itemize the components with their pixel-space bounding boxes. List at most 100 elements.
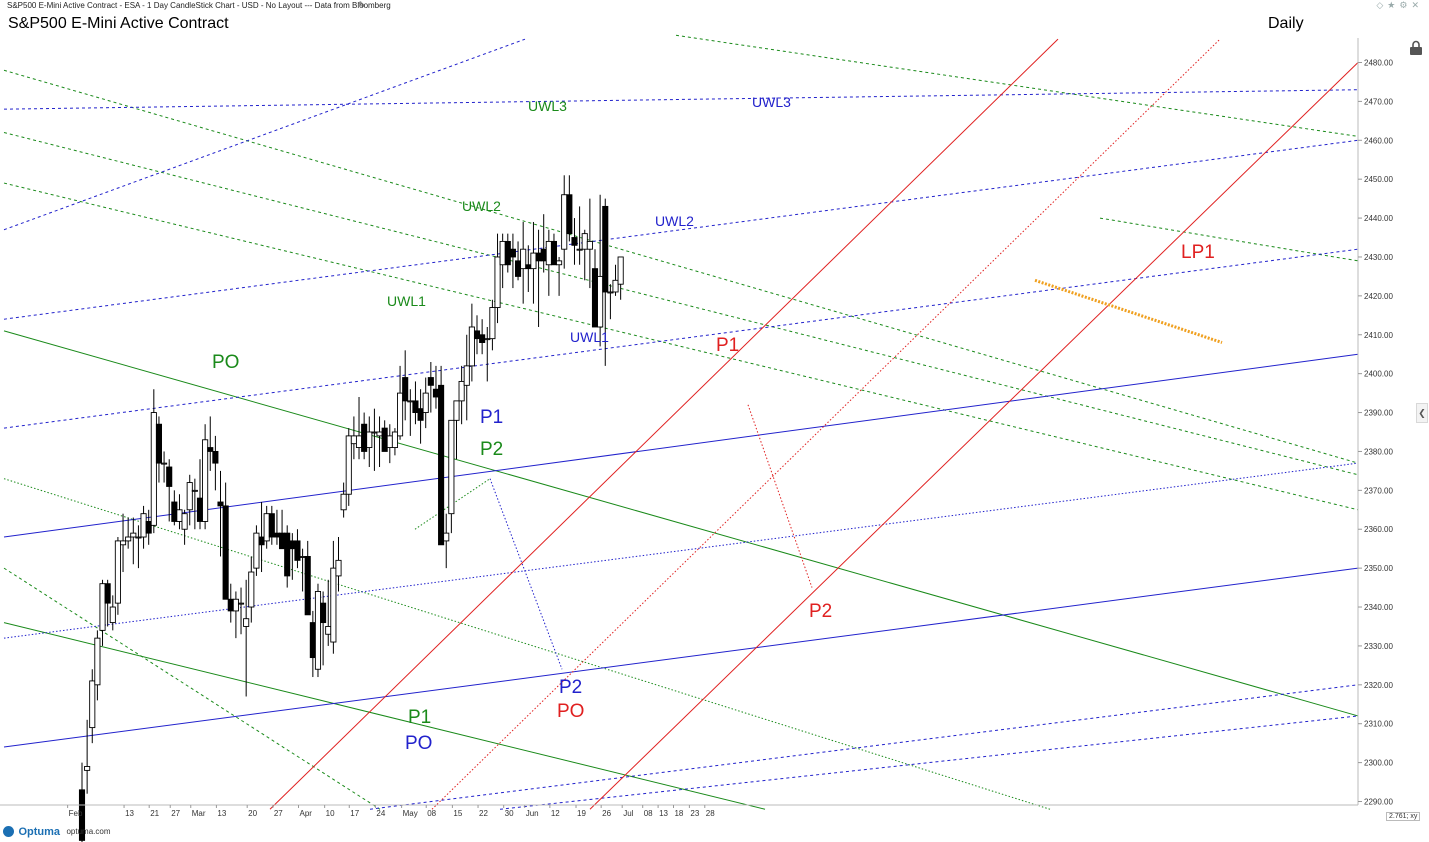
candle [612,264,619,296]
x-tick-label: 26 [602,809,611,818]
candle [504,233,511,273]
scale-readout: 2.761; xy [1386,812,1421,821]
annotations: UWL3 UWL2 UWL1 UWL3 UWL2 UWL1 PO P1 P2 P1 PO P2 PO P1… [212,94,1215,754]
annotation-label: UWL3 [752,94,791,110]
candle-body-down [166,466,173,487]
candle [171,490,178,526]
candle-body-down [279,532,286,550]
candle [217,470,224,557]
candle-body-up [119,540,127,546]
x-tick-label: 08 [644,809,653,818]
x-tick-label: 23 [690,809,699,818]
candle-body-up [330,567,337,643]
candle-body-down [304,556,311,616]
trend-line-green [414,478,491,530]
candle [412,381,419,425]
candle-body-up [576,248,583,251]
candle-body-up [253,532,260,569]
candle [145,509,152,545]
candle-body-down [212,450,219,464]
candle [361,412,368,460]
candle-body-up [561,194,568,250]
lock-icon[interactable] [1409,40,1423,56]
candle-body-up [99,583,106,631]
y-tick-label: 2410.00 [1364,331,1393,340]
candle [566,175,573,242]
candle-body-up [499,240,506,266]
candle-body-down [571,237,578,246]
candle [119,513,127,573]
y-tick-label: 2350.00 [1364,564,1393,573]
y-tick-label: 2390.00 [1364,409,1393,418]
candle [289,533,296,580]
candle-body-up [366,431,373,449]
candle [109,595,116,631]
candle-body-up [422,392,429,414]
candle-body-up [94,637,101,686]
candle [617,256,624,300]
candle [212,435,219,491]
candle [473,315,481,355]
annotation-label: P2 [559,677,582,698]
candle-body-down [535,252,542,262]
candle-body-down [145,521,152,534]
edit-pencil-icon[interactable]: ✎ [358,0,366,10]
candle [591,249,599,328]
candle [196,459,204,530]
candle [320,591,327,666]
candle-body-down [540,248,547,262]
y-tick-label: 2400.00 [1364,370,1393,379]
candle-body-down [509,248,516,258]
trend-line-blue [3,89,1359,110]
candle [509,233,516,289]
x-tick-label: 30 [505,809,514,818]
x-tick-label: 10 [326,809,335,818]
collapse-arrow-icon[interactable]: ❮ [1416,403,1428,423]
candle-body-up [135,536,142,539]
trend-line-red [747,404,813,588]
candle [545,229,552,296]
candle-body-down [155,423,163,464]
candle-body-up [581,233,588,250]
trend-line-blue [3,567,1359,748]
y-axis: 2290.00 2300.00 2310.00 2320.00 2330.00 2340.… [1357,38,1393,807]
candle [350,416,357,460]
candle-body-up [237,602,245,605]
annotation-label: UWL2 [655,213,694,229]
candle [263,505,270,549]
trend-line-blue [3,139,1359,320]
trend-line-green [3,330,1359,717]
x-tick-label: 17 [350,809,359,818]
trend-line-green [3,567,381,810]
annotation-label: UWL1 [387,293,426,309]
candles [78,175,624,842]
candle [181,509,188,545]
trend-line-blue [3,38,526,231]
window-controls-icons[interactable]: ◇★⚙✕ [1376,0,1423,10]
annotation-label: P1 [716,335,739,356]
x-tick-label: May [403,809,418,818]
candle [602,198,609,366]
candle-body-down [417,408,424,421]
candle-body-up [248,571,255,608]
x-tick-label: 27 [171,809,180,818]
candle-body-up [458,380,465,402]
candle-body-up [176,509,183,522]
candle-body-down [222,505,229,600]
brand-site: optuma.com [66,827,111,837]
trend-line-blue [489,478,563,670]
candle-body-up [494,256,501,308]
candle [520,221,527,304]
candle-body-down [258,536,265,546]
candle-body-up [263,513,270,542]
brand-name: Optuma [18,825,61,838]
trend-line-green [3,69,1359,464]
y-tick-label: 2470.00 [1364,97,1393,106]
candle-body-up [607,291,614,294]
candle [402,350,409,421]
candle [243,579,250,697]
candle [299,548,306,592]
interval-label: Daily [1268,15,1304,32]
candle [417,389,424,444]
